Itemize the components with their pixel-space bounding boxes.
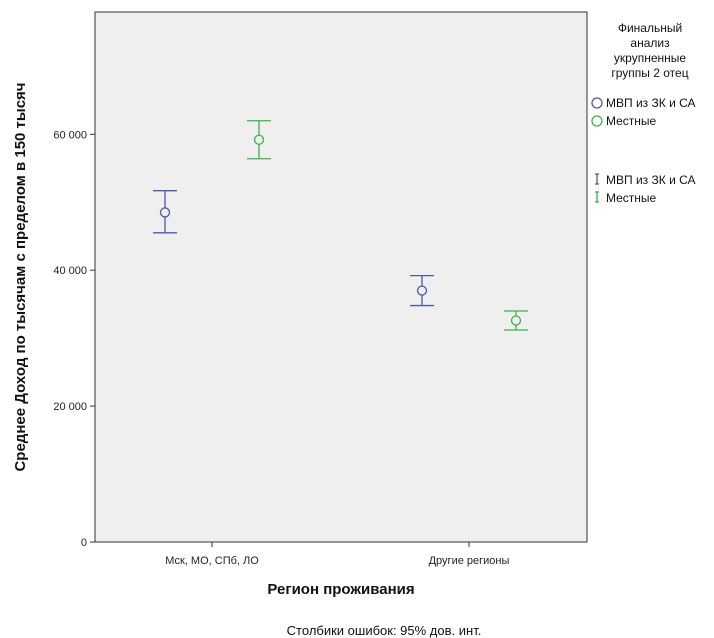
legend-title-line-4: группы 2 отец (611, 66, 688, 80)
legend-errorbar-label-mvp: МВП из ЗК и СА (606, 173, 696, 187)
legend-title-line-2: анализ (630, 36, 670, 50)
error-bar (410, 274, 434, 307)
legend-label-local: Местные (606, 114, 657, 128)
error-bar-marks (153, 120, 528, 331)
x-tick-label: Мск, МО, СПб, ЛО (165, 555, 259, 567)
error-bar (247, 120, 271, 160)
y-tick-label: 20 000 (53, 401, 87, 413)
error-bar (504, 310, 528, 331)
y-tick-label: 60 000 (53, 129, 87, 141)
x-tick-label: Другие регионы (429, 555, 510, 567)
legend-errorbar-mvp (595, 173, 599, 185)
legend-errorbar-local (595, 191, 599, 203)
y-axis-title: Среднее Доход по тысячам с пределом в 15… (12, 82, 29, 471)
mean-point (159, 207, 171, 218)
plot-area (94, 11, 588, 543)
legend-errorbar-label-local: Местные (606, 191, 657, 205)
y-tick-label: 0 (81, 537, 87, 549)
error-bar (153, 190, 177, 234)
mean-point (253, 134, 265, 145)
footnote: Столбики ошибок: 95% дов. инт. (287, 623, 482, 638)
x-axis-ticks: Мск, МО, СПб, ЛО Другие регионы (165, 542, 509, 567)
mean-point (416, 285, 428, 296)
legend-marker-local (591, 115, 603, 127)
y-tick-label: 40 000 (53, 265, 87, 277)
legend-label-mvp: МВП из ЗК и СА (606, 96, 696, 110)
y-axis-ticks: 0 20 000 40 000 60 000 (53, 129, 95, 549)
legend-title-line-3: укрупненные (614, 51, 686, 65)
legend-marker-mvp (591, 97, 603, 109)
legend-title-line-1: Финальный (618, 21, 682, 35)
x-axis-title: Регион проживания (267, 581, 414, 598)
legend: Финальный анализ укрупненные группы 2 от… (591, 21, 696, 205)
mean-point (510, 315, 522, 326)
